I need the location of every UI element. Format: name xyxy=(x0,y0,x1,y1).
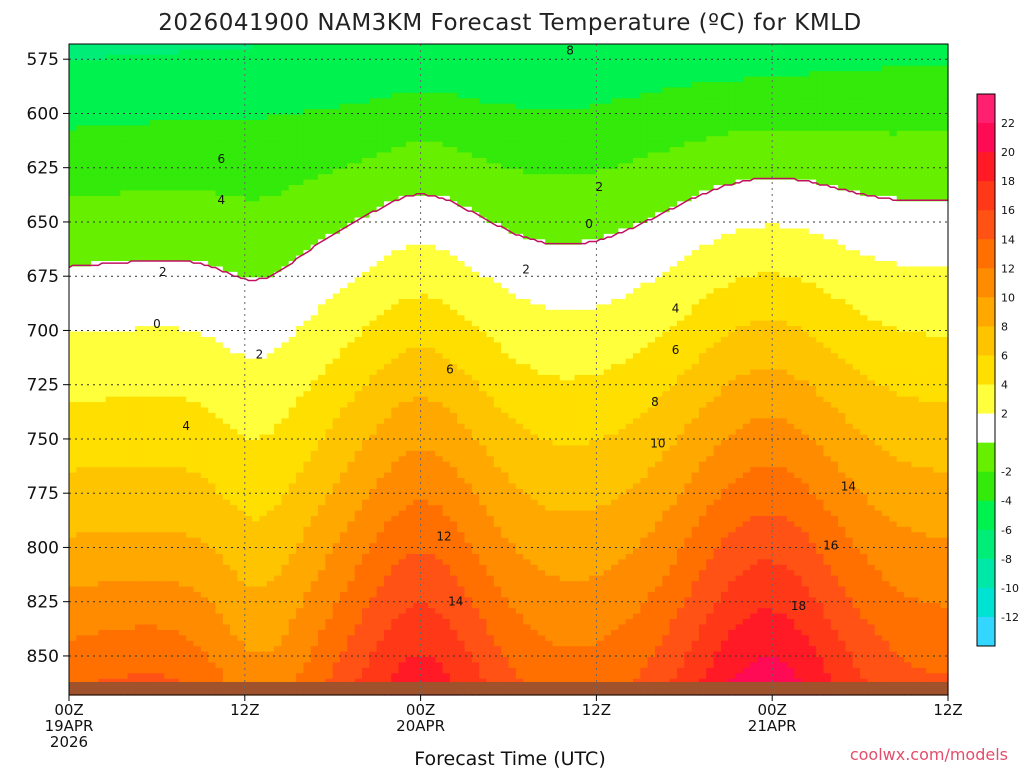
colorbar: -12 -10 -8 -6 -4 -2 2 4 6 8 10 12 14 16 18 20 22 xyxy=(976,93,1019,647)
temperature-field xyxy=(69,44,949,696)
colorbar-tick-label: -2 xyxy=(1001,466,1012,479)
y-tick-label: 600 xyxy=(27,104,59,124)
colorbar-segment xyxy=(977,239,995,269)
colorbar-segment xyxy=(977,616,995,647)
colorbar-tick-label: -12 xyxy=(1001,611,1019,624)
colorbar-tick-label: 20 xyxy=(1001,146,1015,159)
contour-label: 16 xyxy=(823,538,838,552)
colorbar-segment xyxy=(977,94,995,124)
x-tick-label: 19APR xyxy=(45,717,94,735)
colorbar-segment xyxy=(977,587,995,618)
colorbar-segment xyxy=(977,384,995,415)
freezing-line xyxy=(68,177,948,282)
y-tick-label: 675 xyxy=(27,267,59,287)
x-tick-label: 21APR xyxy=(748,717,797,735)
y-tick-label: 700 xyxy=(27,321,59,341)
contour-label: 14 xyxy=(841,480,856,494)
contour-label: 18 xyxy=(791,599,806,613)
colorbar-tick-label: 10 xyxy=(1001,291,1015,304)
contour-label: 6 xyxy=(446,363,454,377)
x-tick-label: 20APR xyxy=(396,717,445,735)
colorbar-segment xyxy=(977,471,995,502)
x-tick-label: 12Z xyxy=(230,701,259,719)
colorbar-segment xyxy=(977,355,995,386)
colorbar-tick-label: 22 xyxy=(1001,117,1015,130)
contour-label: 6 xyxy=(672,343,680,357)
colorbar-tick-label: -4 xyxy=(1001,495,1012,508)
colorbar-tick-label: 6 xyxy=(1001,349,1008,362)
colorbar-segment xyxy=(977,210,995,240)
gridlines xyxy=(68,44,949,695)
colorbar-tick-label: 8 xyxy=(1001,320,1008,333)
plot-area: 8 6 4 2 0 2 0 2 2 4 6 6 4 8 10 14 12 16 14 18 xyxy=(68,44,949,696)
colorbar-segment xyxy=(977,297,995,327)
colorbar-tick-label: 16 xyxy=(1001,204,1015,217)
contour-label: 4 xyxy=(182,419,190,433)
x-tick-label: 00Z xyxy=(54,701,83,719)
colorbar-tick-label: -6 xyxy=(1001,524,1012,537)
y-tick-label: 625 xyxy=(27,159,59,179)
colorbar-segment xyxy=(977,529,995,560)
y-tick-label: 775 xyxy=(27,484,59,504)
watermark-text: coolwx.com/models xyxy=(850,745,1008,764)
contour-label: 8 xyxy=(651,395,659,409)
y-tick-label: 850 xyxy=(27,647,59,667)
contour-label: 4 xyxy=(218,193,226,207)
colorbar-segment xyxy=(977,123,995,153)
x-tick-label: 00Z xyxy=(406,701,435,719)
colorbar-tick-label: -10 xyxy=(1001,582,1019,595)
x-tick-label: 00Z xyxy=(758,701,787,719)
colorbar-segment xyxy=(977,268,995,298)
contour-label: 8 xyxy=(566,44,574,58)
colorbar-tick-label: 14 xyxy=(1001,233,1015,246)
x-tick-label: 12Z xyxy=(582,701,611,719)
colorbar-segment xyxy=(977,500,995,531)
plot-frame xyxy=(68,43,949,696)
y-tick-label: 575 xyxy=(27,50,59,70)
colorbar-segment xyxy=(977,152,995,182)
contour-label: 2 xyxy=(596,180,604,194)
y-tick-label: 750 xyxy=(27,430,59,450)
colorbar-tick-label: 18 xyxy=(1001,175,1015,188)
colorbar-tick-label: 4 xyxy=(1001,379,1008,392)
contour-label: 6 xyxy=(218,152,226,166)
chart-title: 2026041900 NAM3KM Forecast Temperature (… xyxy=(158,10,861,36)
colorbar-tick-label: 12 xyxy=(1001,262,1015,275)
colorbar-segment xyxy=(977,413,995,444)
contour-label: 12 xyxy=(436,530,451,544)
contour-label: 2 xyxy=(256,347,264,361)
contour-label: 10 xyxy=(650,436,665,450)
colorbar-segment xyxy=(977,442,995,473)
y-tick-label: 800 xyxy=(27,538,59,558)
colorbar-segment xyxy=(977,558,995,589)
contour-label: 14 xyxy=(448,595,463,609)
x-tick-label: 12Z xyxy=(933,701,962,719)
contour-label: 2 xyxy=(159,265,167,279)
colorbar-tick-label: 2 xyxy=(1001,408,1008,421)
y-tick-label: 650 xyxy=(27,213,59,233)
contour-label: 0 xyxy=(585,217,593,231)
colorbar-segment xyxy=(977,181,995,211)
colorbar-frame xyxy=(976,93,996,647)
contour-label: 4 xyxy=(672,302,680,316)
axes: 57560062565067570072575077580082585000Z1… xyxy=(27,43,963,751)
contour-label: 0 xyxy=(153,317,161,331)
y-tick-label: 725 xyxy=(27,376,59,396)
x-tick-label: 2026 xyxy=(50,733,88,751)
x-axis-label: Forecast Time (UTC) xyxy=(414,748,605,768)
colorbar-segment xyxy=(977,326,995,356)
contour-labels: 8 6 4 2 0 2 0 2 2 4 6 6 4 8 10 14 12 16 14 18 xyxy=(153,44,856,614)
colorbar-tick-label: -8 xyxy=(1001,553,1012,566)
contour-label: 2 xyxy=(522,263,530,277)
y-tick-label: 825 xyxy=(27,593,59,613)
terrain xyxy=(69,681,948,695)
